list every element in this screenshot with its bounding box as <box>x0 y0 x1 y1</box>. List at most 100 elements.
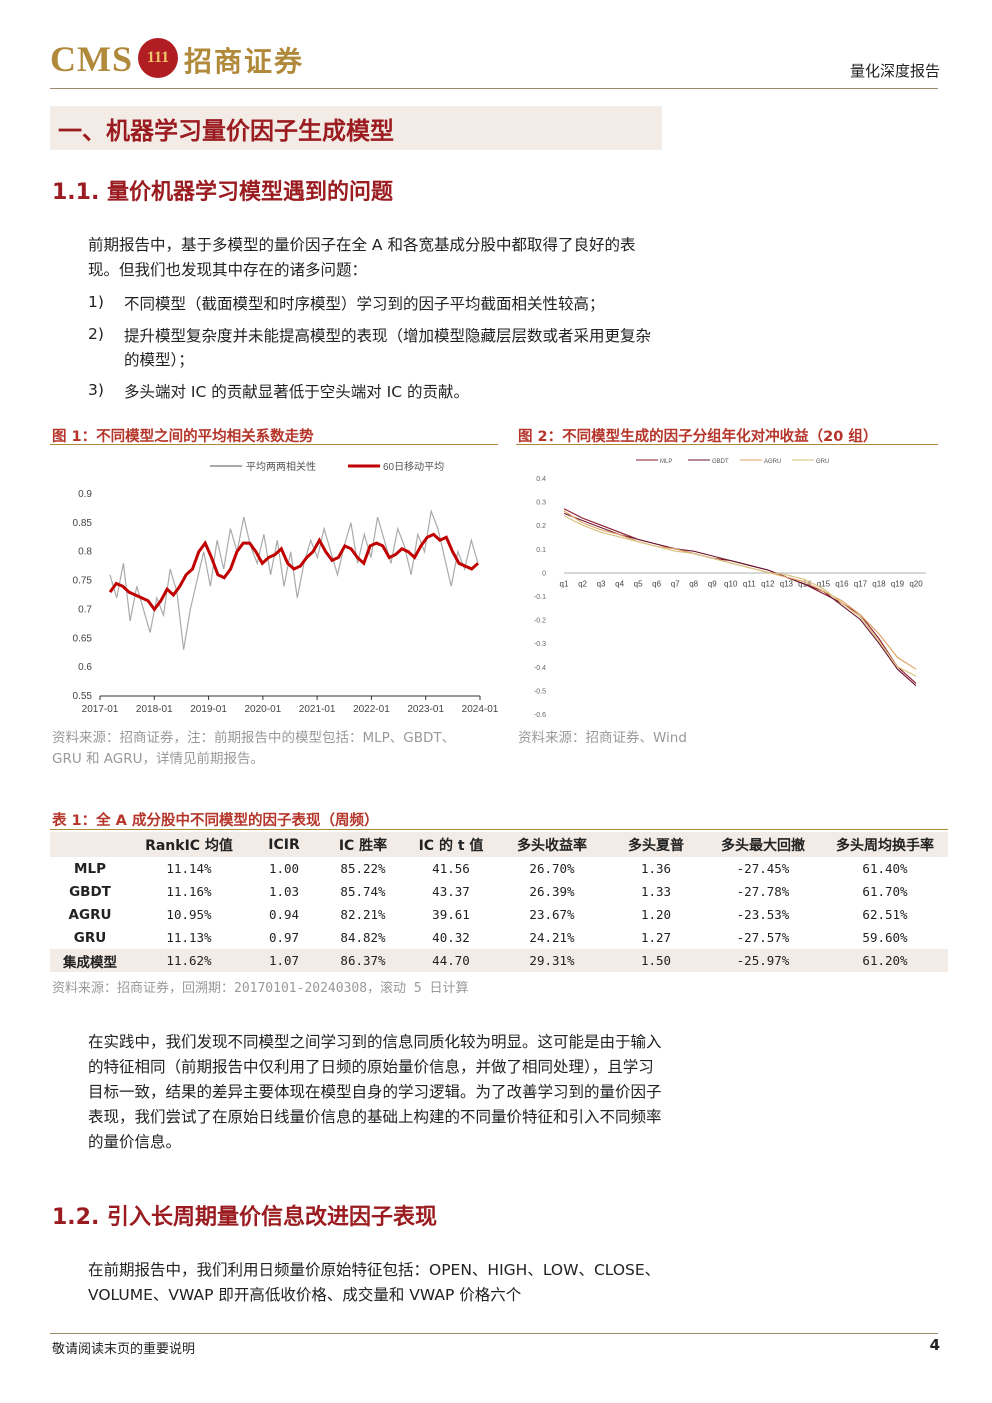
x-tick-label: q8 <box>689 579 698 588</box>
figure2-title: 图 2：不同模型生成的因子分组年化对冲收益（20 组） <box>518 429 878 445</box>
table-cell: 41.56 <box>432 861 470 876</box>
paragraph-features: 在前期报告中，我们利用日频量价原始特征包括：OPEN、HIGH、LOW、CLOS… <box>88 1261 661 1304</box>
table-cell: 61.70% <box>862 884 908 899</box>
list-item-number: 3) <box>88 381 104 399</box>
table-row-header: MLP <box>74 860 106 877</box>
series-line-mlp <box>563 508 917 684</box>
x-tick-label: 2023-01 <box>407 704 444 715</box>
x-tick-label: q4 <box>615 579 624 588</box>
figure2-title-underline <box>516 444 938 445</box>
x-tick-label: q5 <box>634 579 643 588</box>
table-cell: 61.40% <box>862 861 908 876</box>
table-cell: 11.16% <box>166 884 212 899</box>
x-tick-label: q12 <box>761 579 775 588</box>
x-tick-label: 2019-01 <box>190 704 227 715</box>
table-header-cell: 多头周均换手率 <box>822 832 948 857</box>
paragraph-practice: 在实践中，我们发现不同模型之间学习到的信息同质化较为明显。这可能是由于输入的特征… <box>88 1033 662 1151</box>
x-tick-label: q19 <box>891 579 905 588</box>
footer-note: 敬请阅读末页的重要说明 <box>52 1342 196 1357</box>
figure2-source: 资料来源：招商证券、Wind <box>518 730 687 746</box>
table-cell: 84.82% <box>340 930 386 945</box>
x-tick-label: q20 <box>909 579 923 588</box>
y-tick-label: 0.2 <box>536 523 546 530</box>
table1: RankIC 均值 ICIR IC 胜率 IC 的 t 值 多头收益率 多头夏普… <box>50 832 948 972</box>
table-header-cell: 多头收益率 <box>496 832 608 857</box>
table-cell: 1.03 <box>268 884 300 899</box>
table-row-header: GRU <box>73 929 107 946</box>
y-tick-label: -0.3 <box>534 641 546 648</box>
x-tick-label: q1 <box>560 579 569 588</box>
section-title-bar <box>50 106 662 150</box>
subsection-title-2: 1.2. 引入长周期量价信息改进因子表现 <box>52 1205 437 1230</box>
table-cell: -27.78% <box>736 884 790 899</box>
figure1-source: 资料来源：招商证券，注：前期报告中的模型包括：MLP、GBDT、GRU 和 AG… <box>52 730 456 767</box>
table-cell: 61.20% <box>822 949 948 972</box>
table-cell: 82.21% <box>340 907 386 922</box>
table-header-cell: RankIC 均值 <box>130 832 248 857</box>
table-row: AGRU 10.95% 0.94 82.21% 39.61 23.67% 1.20 -23.5… <box>50 903 948 926</box>
table1-title: 表 1：全 A 成分股中不同模型的因子表现（周频） <box>52 813 379 829</box>
x-tick-label: q3 <box>597 579 606 588</box>
list-item: 提升模型复杂度并未能提高模型的表现（增加模型隐藏层层数或者采用更复杂的模型）； <box>124 327 652 369</box>
logo-cms: CMS <box>50 39 133 79</box>
x-tick-label: q11 <box>743 579 756 588</box>
legend-label: MLP <box>660 459 672 465</box>
table-cell: 0.94 <box>268 907 300 922</box>
table-header-cell <box>50 832 130 857</box>
list-item-number: 1) <box>88 293 104 311</box>
table-header-cell: IC 的 t 值 <box>406 832 496 857</box>
x-tick-label: q7 <box>671 579 680 588</box>
table1-title-underline <box>50 829 948 830</box>
table-cell: 85.22% <box>340 861 386 876</box>
table-cell: 44.70 <box>406 949 496 972</box>
y-tick-label: 0.4 <box>536 476 546 483</box>
table-cell: 39.61 <box>432 907 470 922</box>
y-tick-label: 0.8 <box>78 547 92 558</box>
series-line-avg-corr <box>109 509 479 650</box>
footer-divider <box>50 1333 938 1334</box>
x-tick-label: 2021-01 <box>299 704 336 715</box>
table-row: 集成模型 11.62% 1.07 86.37% 44.70 29.31% 1.50 -25.9… <box>50 949 948 972</box>
table-cell: 1.20 <box>640 907 672 922</box>
y-tick-label: 0.3 <box>536 500 546 507</box>
list-item: 不同模型（截面模型和时序模型）学习到的因子平均截面相关性较高； <box>124 295 605 313</box>
y-tick-label: -0.4 <box>534 665 546 672</box>
paragraph-intro: 前期报告中，基于多模型的量价因子在全 A 和各宽基成分股中都取得了良好的表现。但… <box>88 236 636 279</box>
table-row: MLP 11.14% 1.00 85.22% 41.56 26.70% 1.36 -27.45… <box>50 857 948 880</box>
table-header-cell: ICIR <box>248 832 320 857</box>
figure1-chart: 平均两两相关性 60日移动平均 0.9 0.85 0.8 0.75 0.7 0.65 0.6… <box>73 460 498 715</box>
figure2-chart: MLP GBDT AGRU GRU 0.4 0.3 0.2 0.1 0 -0.1 -0.2 -0.3… <box>534 459 926 719</box>
table-row: GBDT 11.16% 1.03 85.74% 43.37 26.39% 1.33 -27.7… <box>50 880 948 903</box>
legend-label: AGRU <box>764 459 781 465</box>
x-tick-label: 2022-01 <box>353 704 390 715</box>
table-cell: 1.50 <box>608 949 704 972</box>
y-tick-label: 0.75 <box>73 576 93 587</box>
table-cell: 40.32 <box>432 930 470 945</box>
legend-label: GRU <box>816 459 829 465</box>
table-cell: 11.14% <box>166 861 212 876</box>
x-tick-label: 2020-01 <box>245 704 282 715</box>
table-cell: 1.36 <box>640 861 672 876</box>
table-cell: 1.07 <box>248 949 320 972</box>
logo-company-name: 招商证券 <box>184 45 305 78</box>
x-tick-label: q13 <box>780 579 794 588</box>
y-tick-label: 0.9 <box>78 489 92 500</box>
y-tick-label: 0.7 <box>78 604 92 615</box>
table-header-cell: 多头夏普 <box>608 832 704 857</box>
table-cell: 85.74% <box>340 884 386 899</box>
table-cell: -27.45% <box>736 861 790 876</box>
table-cell: 29.31% <box>496 949 608 972</box>
table-cell: -25.97% <box>704 949 822 972</box>
x-tick-label: q6 <box>652 579 661 588</box>
x-tick-label: 2024-01 <box>462 704 498 715</box>
x-tick-label: q17 <box>854 579 868 588</box>
table-row-header: 集成模型 <box>50 949 130 972</box>
table-cell: 62.51% <box>862 907 908 922</box>
series-line-ma60 <box>108 532 480 612</box>
x-tick-label: q2 <box>578 579 587 588</box>
table-cell: 23.67% <box>529 907 575 922</box>
series-line-gbdt <box>563 512 917 687</box>
table-cell: -23.53% <box>736 907 790 922</box>
table-cell: 86.37% <box>320 949 406 972</box>
table-cell: 11.62% <box>130 949 248 972</box>
